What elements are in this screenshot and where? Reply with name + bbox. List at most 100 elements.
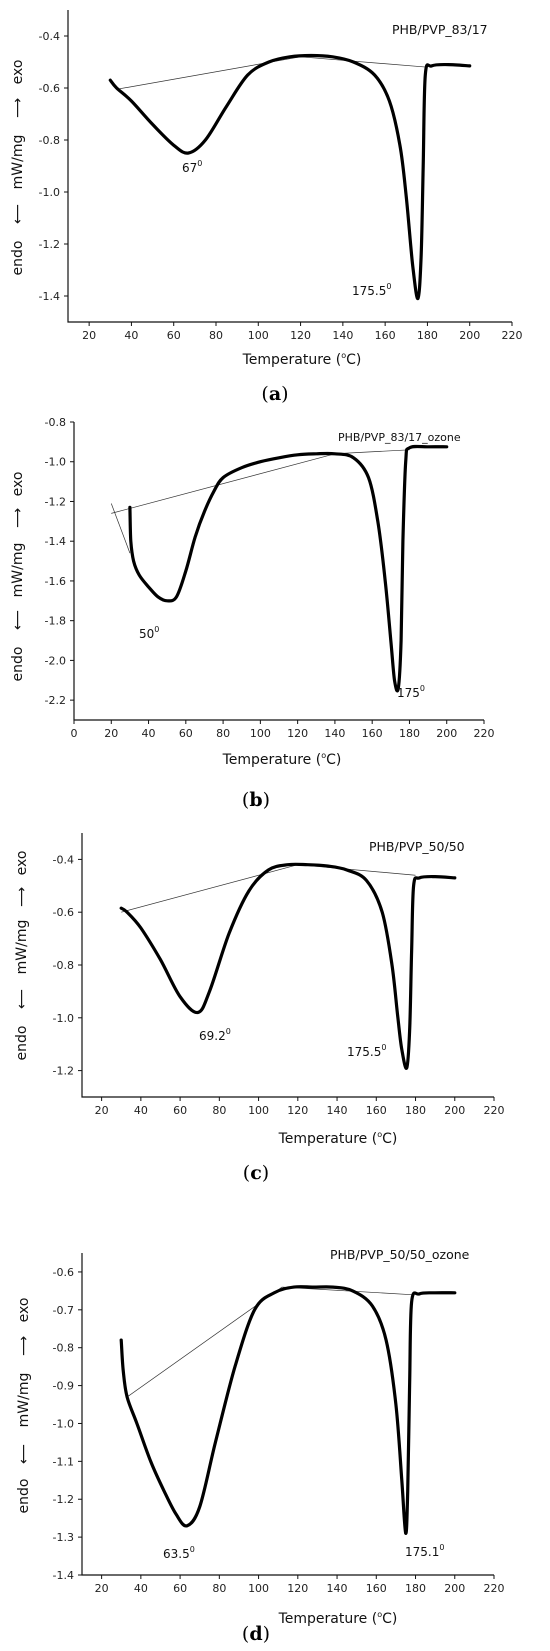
y-axis-label-exo: exo (10, 60, 26, 85)
y-tick-label: -2.2 (45, 694, 66, 707)
panel-caption: (a) (261, 383, 288, 405)
x-tick-label: 220 (484, 1582, 505, 1595)
y-tick-label: -1.3 (53, 1531, 74, 1544)
axes (81, 833, 494, 1098)
y-ticks: -1.4 -1.3 -1.2 -1.1 -1.0 -0.9 -0.8 -0.7 -0.6 (53, 1266, 82, 1582)
peak-label-2: 1750 (397, 684, 425, 700)
baseline-line (300, 56, 428, 68)
x-ticks: 0 20 40 60 80 100 120 140 160 180 200 220 (71, 720, 495, 740)
x-tick-label: 140 (327, 1582, 348, 1595)
baseline-line (334, 449, 410, 455)
x-tick-label: 60 (173, 1104, 187, 1117)
x-ticks: 20 40 60 80 100 120 140 160 180 200 220 (95, 1097, 505, 1117)
x-axis-title: Temperature (oC) (278, 1130, 398, 1147)
y-ticks: -1.2 -1.0 -0.8 -0.6 -0.4 (53, 853, 82, 1078)
x-tick-label: 200 (444, 1582, 465, 1595)
x-tick-label: 120 (287, 727, 308, 740)
x-tick-label: 80 (212, 1582, 226, 1595)
y-tick-label: -1.2 (53, 1065, 74, 1078)
x-tick-label: 40 (124, 329, 138, 342)
y-tick-label: -1.2 (53, 1493, 74, 1506)
y-ticks: -2.2 -2.0 -1.8 -1.6 -1.4 -1.2 -1.0 -0.8 (45, 416, 74, 707)
x-tick-label: 200 (459, 329, 480, 342)
y-axis-arrow-up: ⟶ (10, 98, 26, 118)
sample-label: PHB/PVP_83/17_ozone (338, 431, 461, 444)
x-tick-label: 160 (366, 1104, 387, 1117)
x-tick-label: 120 (290, 329, 311, 342)
y-axis-arrow-down: ⟵ (10, 204, 26, 224)
panel-a: 20 40 60 80 100 120 140 160 180 200 220 -1.4-1.2-1… (10, 10, 523, 405)
dsc-curve-line (119, 862, 457, 1071)
x-tick-label: 220 (484, 1104, 505, 1117)
y-tick-label: -1.2 (39, 238, 60, 251)
y-tick-label: -1.0 (53, 1012, 74, 1025)
panel-b: 0 20 40 60 80 100 120 140 160 180 200 220 -2.2-2.0-… (10, 416, 495, 811)
baseline-line (282, 1286, 412, 1296)
y-tick-label: -0.8 (39, 134, 60, 147)
y-tick-label: -1.8 (45, 615, 66, 628)
x-tick-label: 60 (167, 329, 181, 342)
x-tick-label: 100 (248, 1582, 269, 1595)
x-tick-label: 40 (134, 1582, 148, 1595)
x-tick-label: 120 (287, 1582, 308, 1595)
sample-label: PHB/PVP_83/17 (392, 22, 488, 37)
y-tick-label: -0.6 (53, 1266, 74, 1279)
y-axis-arrow-up: ⟶ (16, 1336, 32, 1356)
y-tick-label: -0.4 (39, 30, 60, 43)
y-axis-arrow-down: ⟵ (16, 1444, 32, 1464)
x-tick-label: 140 (332, 329, 353, 342)
y-tick-label: -0.4 (53, 853, 74, 866)
y-axis-arrow-down: ⟵ (10, 610, 26, 630)
y-axis-arrow-up: ⟶ (14, 887, 30, 907)
y-tick-label: -0.8 (45, 416, 66, 429)
sample-label: PHB/PVP_50/50_ozone (330, 1247, 470, 1262)
x-axis-title: Temperature (oC) (222, 751, 342, 768)
x-tick-label: 60 (173, 1582, 187, 1595)
x-tick-label: 20 (82, 329, 96, 342)
y-axis-label-units: mW/mg (16, 1373, 32, 1428)
x-tick-label: 180 (417, 329, 438, 342)
baseline-line (121, 864, 298, 913)
x-tick-label: 140 (327, 1104, 348, 1117)
y-ticks: -1.4 -1.2 -1.0 -0.8 -0.6 -0.4 (39, 30, 68, 303)
x-tick-label: 20 (95, 1104, 109, 1117)
peak-label-1: 500 (139, 625, 159, 641)
axes (81, 1253, 494, 1576)
x-tick-label: 160 (362, 727, 383, 740)
x-tick-label: 140 (324, 727, 345, 740)
axes (67, 10, 512, 323)
y-tick-label: -1.2 (45, 495, 66, 508)
panel-caption: (d) (242, 1623, 270, 1645)
x-ticks: 20 40 60 80 100 120 140 160 180 200 220 (82, 322, 523, 342)
x-tick-label: 100 (248, 329, 269, 342)
x-tick-label: 100 (250, 727, 271, 740)
x-tick-label: 20 (104, 727, 118, 740)
x-tick-label: 80 (212, 1104, 226, 1117)
baseline-line (110, 503, 131, 554)
y-tick-label: -1.4 (53, 1569, 74, 1582)
y-tick-label: -1.6 (45, 575, 66, 588)
peak-label-2: 175.10 (405, 1543, 444, 1559)
y-tick-label: -1.0 (53, 1417, 74, 1430)
x-tick-label: 160 (375, 329, 396, 342)
x-axis-title: Temperature (oC) (278, 1610, 398, 1627)
x-tick-label: 180 (405, 1104, 426, 1117)
y-axis-label-endo: endo (10, 241, 26, 276)
dsc-curves (119, 862, 457, 1071)
x-tick-label: 40 (142, 727, 156, 740)
y-tick-label: -2.0 (45, 654, 66, 667)
y-axis-label-units: mW/mg (10, 543, 26, 598)
y-tick-label: -1.1 (53, 1455, 74, 1468)
y-tick-label: -0.9 (53, 1380, 74, 1393)
y-tick-label: -0.8 (53, 1342, 74, 1355)
panel-c: 20 40 60 80 100 120 140 160 180 200 220 -1.2 -1.0 -0… (14, 833, 505, 1184)
axes (73, 422, 484, 721)
x-tick-label: 220 (474, 727, 495, 740)
x-tick-label: 80 (209, 329, 223, 342)
x-tick-label: 60 (179, 727, 193, 740)
y-tick-label: -1.4 (39, 290, 60, 303)
dsc-curve-line (119, 1285, 457, 1535)
x-tick-label: 180 (405, 1582, 426, 1595)
x-tick-label: 160 (366, 1582, 387, 1595)
